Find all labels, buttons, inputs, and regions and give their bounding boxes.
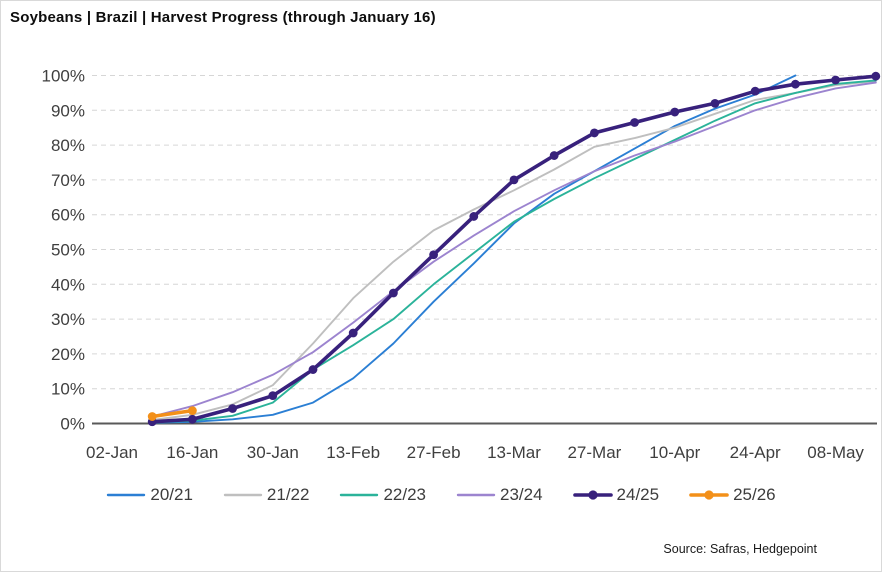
series-marker-24-25 xyxy=(188,414,197,424)
legend-label: 24/25 xyxy=(616,485,660,504)
source-note: Source: Safras, Hedgepoint xyxy=(663,542,817,556)
legend-item-23-24: 23/24 xyxy=(456,485,543,505)
legend-item-21-22: 21/22 xyxy=(223,485,310,505)
series-line-22-23 xyxy=(151,79,877,424)
series-marker-24-25 xyxy=(710,98,720,108)
legend-item-22-23: 22/23 xyxy=(339,485,426,505)
x-tick-label: 13-Feb xyxy=(326,443,380,462)
legend-swatch-20-21-icon xyxy=(107,493,146,497)
series-marker-24-25 xyxy=(831,75,840,85)
chart-legend: 20/21 21/22 22/23 23/24 24/25 25/26 xyxy=(1,485,881,505)
x-tick-label: 27-Mar xyxy=(567,443,621,462)
series-marker-24-25 xyxy=(389,288,398,298)
series-marker-24-25 xyxy=(590,128,599,138)
series-marker-24-25 xyxy=(791,79,800,89)
series-lines xyxy=(147,71,881,427)
series-marker-24-25 xyxy=(750,86,760,96)
x-tick-label: 13-Mar xyxy=(487,443,541,462)
x-tick-label: 02-Jan xyxy=(86,443,138,462)
series-marker-24-25 xyxy=(268,391,278,401)
y-tick-label: 40% xyxy=(51,275,85,294)
legend-swatch-23-24-icon xyxy=(456,493,496,497)
chart-canvas: 0% 10% 20% 30% 40% 50% 60% 70% 80% 90% 100% 02-Jan 1… xyxy=(42,67,881,463)
series-marker-25-26 xyxy=(188,406,197,416)
legend-label: 20/21 xyxy=(150,485,193,504)
series-marker-24-25 xyxy=(429,250,438,260)
series-marker-24-25 xyxy=(308,365,318,374)
series-line-21-22 xyxy=(151,80,877,421)
legend-item-25-26: 25/26 xyxy=(689,485,776,505)
x-tick-label: 16-Jan xyxy=(166,443,218,462)
legend-swatch-25-26-icon xyxy=(689,490,729,500)
gridlines xyxy=(92,75,877,425)
series-marker-24-25 xyxy=(228,404,238,413)
y-tick-label: 30% xyxy=(51,310,85,329)
y-tick-label: 10% xyxy=(51,380,85,399)
y-tick-label: 90% xyxy=(51,101,85,120)
y-tick-label: 0% xyxy=(60,415,85,434)
x-tick-label: 24-Apr xyxy=(730,443,781,462)
series-marker-24-25 xyxy=(348,328,358,338)
legend-label: 21/22 xyxy=(266,485,310,504)
chart-title: Soybeans | Brazil | Harvest Progress (th… xyxy=(10,9,436,26)
y-tick-label: 70% xyxy=(51,171,85,190)
x-tick-label: 27-Feb xyxy=(407,443,461,462)
axis-labels: 0% 10% 20% 30% 40% 50% 60% 70% 80% 90% 100% 02-Jan 1… xyxy=(42,67,865,463)
y-tick-label: 20% xyxy=(51,345,85,364)
series-line-25-26 xyxy=(150,408,195,419)
legend-label: 23/24 xyxy=(500,485,543,504)
legend-label: 25/26 xyxy=(733,485,776,504)
x-tick-label: 30-Jan xyxy=(247,443,299,462)
series-line-24-25 xyxy=(150,74,878,424)
series-marker-24-25 xyxy=(670,107,680,117)
y-tick-label: 100% xyxy=(42,67,85,86)
legend-swatch-21-22-icon xyxy=(223,493,263,497)
y-tick-label: 60% xyxy=(51,206,85,225)
legend-swatch-24-25-icon xyxy=(572,490,613,500)
series-line-20-21 xyxy=(151,74,797,424)
x-tick-label: 10-Apr xyxy=(649,443,700,462)
series-marker-24-25 xyxy=(549,151,559,160)
legend-label: 22/23 xyxy=(383,485,426,504)
series-marker-24-25 xyxy=(871,71,881,81)
x-tick-label: 08-May xyxy=(807,443,864,462)
legend-item-20-21: 20/21 xyxy=(106,485,193,505)
y-tick-label: 50% xyxy=(51,241,85,260)
legend-swatch-22-23-icon xyxy=(340,493,379,497)
series-marker-25-26 xyxy=(147,412,157,421)
series-marker-24-25 xyxy=(630,118,639,127)
legend-item-24-25: 24/25 xyxy=(572,485,660,505)
series-marker-24-25 xyxy=(469,212,479,221)
series-line-23-24 xyxy=(151,81,877,418)
series-marker-24-25 xyxy=(509,175,519,185)
y-tick-label: 80% xyxy=(51,136,85,155)
